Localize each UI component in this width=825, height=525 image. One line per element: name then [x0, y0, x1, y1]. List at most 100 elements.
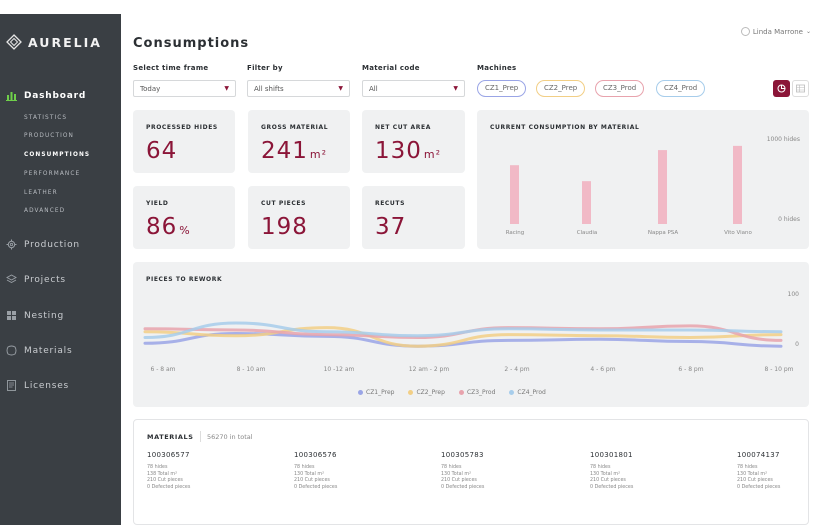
material-defected-pieces: 0 Defected pieces: [737, 484, 781, 490]
consumption-chart-card: CURRENT CONSUMPTION BY MATERIAL 1000 hid…: [477, 110, 809, 249]
material-cut-pieces: 210 Cut pieces: [737, 478, 773, 484]
legend-dot: [458, 390, 464, 395]
nav-licenses-label: Licenses: [24, 380, 70, 391]
series-line-cz1_prep[interactable]: [143, 331, 783, 348]
x-tick-label: 8 - 10 pm: [764, 366, 794, 373]
legend-item-cz3[interactable]: CZ3_Prod: [458, 389, 495, 396]
bar-label: Nappa PSA: [647, 230, 679, 236]
material-item[interactable]: 100301801 78 hides 130 Total m² 210 Cut pie…: [590, 451, 633, 491]
kpi-card-yield: YIELD 86%: [133, 186, 235, 249]
machine-pill-cz2[interactable]: CZ2_Prep: [536, 80, 586, 97]
x-tick-label: 8 - 10 am: [236, 366, 266, 373]
sub-item-statistics[interactable]: STATISTICS: [24, 115, 68, 121]
nav-dashboard-label: Dashboard: [24, 90, 87, 101]
time-frame-select[interactable]: Today ▼: [133, 80, 236, 97]
chevron-down-icon: ▼: [453, 85, 458, 92]
kpi-value: 37: [375, 214, 407, 240]
material-item[interactable]: 100074137 78 hides 130 Total m² 210 Cut pie…: [737, 451, 780, 491]
machines-label: Machines: [477, 64, 517, 72]
divider: [200, 431, 201, 442]
y-axis-bottom-label: 0: [795, 341, 799, 348]
nav-nesting[interactable]: Nesting: [6, 310, 64, 321]
rework-chart-title: PIECES TO REWORK: [146, 276, 223, 283]
rework-chart-card: PIECES TO REWORK 100 0 6 - 8 am 8 - 10 am…: [133, 262, 809, 407]
nav-materials-label: Materials: [24, 345, 73, 356]
kpi-unit: m²: [423, 148, 442, 161]
material-hides: 78 hides: [294, 465, 315, 470]
nav-materials[interactable]: Materials: [6, 345, 72, 356]
table-icon: [796, 84, 805, 93]
material-code-select[interactable]: All ▼: [362, 80, 465, 97]
sub-item-consumptions[interactable]: CONSUMPTIONS: [24, 152, 91, 158]
kpi-card-net-cut-area: NET CUT AREA 130 m²: [362, 110, 465, 173]
filter-by-label: Filter by: [247, 64, 283, 72]
kpi-value: 241 m²: [261, 138, 328, 164]
bar-chart-icon: [6, 92, 17, 101]
bar-claudia[interactable]: [582, 181, 591, 224]
bar-nappa-psa[interactable]: [658, 150, 667, 224]
series-line-cz2_prep[interactable]: [143, 326, 783, 348]
material-item[interactable]: 100306577 78 hides 138 Total m² 210 Cut pie…: [147, 451, 190, 491]
kpi-value: 64: [146, 138, 178, 164]
rework-line-chart: [143, 321, 783, 348]
chart-view-button[interactable]: [773, 80, 790, 97]
nav-dashboard[interactable]: Dashboard: [6, 90, 86, 101]
bar-racing[interactable]: [510, 165, 519, 224]
sub-item-leather[interactable]: LEATHER: [24, 190, 58, 196]
y-axis-bottom-label: 0 hides: [778, 216, 800, 223]
material-item[interactable]: 100306576 78 hides 130 Total m² 210 Cut pie…: [294, 451, 337, 491]
legend-item-cz2[interactable]: CZ2_Prep: [408, 389, 445, 396]
rework-legend: CZ1_Prep CZ2_Prep CZ3_Prod CZ4_Prod: [358, 389, 546, 396]
y-axis-top-label: 100: [787, 291, 799, 298]
nav-licenses[interactable]: Licenses: [6, 380, 69, 391]
kpi-label: YIELD: [146, 200, 169, 207]
nav-projects[interactable]: Projects: [6, 274, 66, 285]
consumption-bar-chart: [510, 145, 742, 224]
machine-pill-cz1[interactable]: CZ1_Prep: [477, 80, 527, 97]
material-code-label: Material code: [362, 64, 420, 72]
kpi-value: 130 m²: [375, 138, 442, 164]
chevron-down-icon: ▼: [224, 85, 229, 92]
bar-label: Claudia: [576, 230, 598, 236]
nav-nesting-label: Nesting: [24, 310, 65, 321]
machine-pill-cz3[interactable]: CZ3_Prod: [595, 80, 645, 97]
material-total-area: 130 Total m²: [590, 471, 621, 477]
material-cut-pieces: 210 Cut pieces: [294, 478, 330, 484]
legend-item-cz1[interactable]: CZ1_Prep: [358, 389, 394, 396]
material-code: 100306576: [294, 451, 337, 459]
material-defected-pieces: 0 Defected pieces: [147, 484, 191, 490]
kpi-label: NET CUT AREA: [375, 124, 431, 131]
x-tick-label: 12 am - 2 pm: [408, 366, 450, 373]
material-code: 100301801: [590, 451, 633, 459]
filter-by-select[interactable]: All shifts ▼: [247, 80, 350, 97]
sidebar: AURELIA Dashboard STATISTICS PRODUCTION …: [0, 14, 121, 525]
page-title: Consumptions: [133, 36, 250, 51]
consumption-chart-title: CURRENT CONSUMPTION BY MATERIAL: [490, 124, 640, 131]
bar-vito-viano[interactable]: [733, 145, 742, 224]
material-item[interactable]: 100305783 78 hides 130 Total m² 210 Cut pie…: [441, 451, 484, 491]
bar-label: Racing: [505, 230, 525, 236]
nav-projects-label: Projects: [24, 274, 66, 285]
time-frame-value: Today: [140, 84, 161, 93]
sub-item-advanced[interactable]: ADVANCED: [24, 208, 66, 214]
grid-icon: [7, 311, 16, 320]
user-name: Linda Marrone: [752, 27, 803, 36]
material-cut-pieces: 210 Cut pieces: [441, 478, 477, 484]
x-tick-label: 6 - 8 pm: [678, 366, 704, 373]
kpi-unit: m²: [309, 148, 328, 161]
sub-item-performance[interactable]: PERFORMANCE: [24, 171, 81, 177]
material-defected-pieces: 0 Defected pieces: [294, 484, 338, 490]
machine-pill-cz4[interactable]: CZ4_Prod: [656, 80, 706, 97]
sub-item-production[interactable]: PRODUCTION: [24, 133, 74, 139]
legend-item-cz4[interactable]: CZ4_Prod: [509, 389, 546, 396]
table-view-button[interactable]: [792, 80, 809, 97]
kpi-value: 198: [261, 214, 308, 240]
legend-dot: [358, 390, 363, 395]
series-line-cz4_prod[interactable]: [143, 321, 783, 339]
kpi-label: RECUTS: [375, 200, 406, 207]
logo[interactable]: AURELIA: [6, 34, 102, 50]
y-axis-top-label: 1000 hides: [766, 136, 800, 143]
nav-production[interactable]: Production: [6, 239, 80, 250]
user-menu[interactable]: Linda Marrone ⌄: [740, 27, 811, 36]
x-tick-label: 10 -12 am: [323, 366, 355, 373]
